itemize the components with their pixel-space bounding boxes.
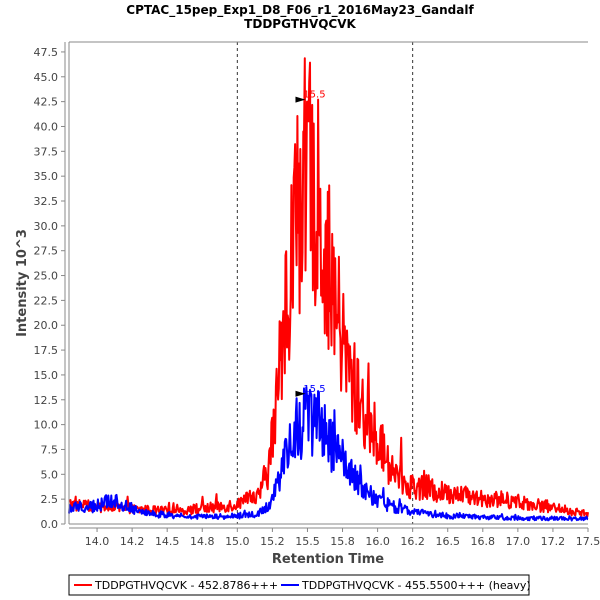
x-tick-label: 16.2	[400, 535, 425, 548]
x-axis-ticks: 14.0 14.2 14.5 14.8 15.0 15.2 15.5 15.8 16.0 16.2…	[85, 528, 600, 548]
x-tick-label: 15.0	[225, 535, 250, 548]
peak-label-1: 15.5	[303, 384, 325, 395]
legend-label-1: TDDPGTHVQCVK - 455.5500+++ (heavy)	[301, 579, 531, 592]
y-tick-label: 12.5	[34, 394, 59, 407]
series-line-0	[68, 57, 589, 518]
y-tick-label: 2.5	[41, 493, 59, 506]
y-tick-label: 5.0	[41, 468, 59, 481]
y-tick-label: 7.5	[41, 443, 59, 456]
peak-marker-0	[295, 96, 306, 103]
x-tick-label: 14.8	[190, 535, 215, 548]
y-tick-label: 25.0	[34, 270, 59, 283]
y-tick-label: 15.0	[34, 369, 59, 382]
series-line-1	[68, 386, 589, 522]
x-tick-label: 14.0	[85, 535, 110, 548]
peak-label-0: 15.5	[303, 90, 325, 101]
y-tick-label: 37.5	[34, 145, 59, 158]
y-axis-ticks: 0.0 2.5 5.0 7.5 10.0 12.5 15.0 17.5 20.0 22.5 25.0…	[34, 46, 65, 531]
chart-title: CPTAC_15pep_Exp1_D8_F06_r1_2016May23_Gan…	[126, 3, 474, 18]
x-axis-label: Retention Time	[272, 552, 384, 567]
x-tick-label: 17.0	[506, 535, 531, 548]
y-tick-label: 32.5	[34, 195, 59, 208]
x-tick-label: 15.5	[295, 535, 320, 548]
y-tick-label: 27.5	[34, 245, 59, 258]
x-tick-label: 14.5	[155, 535, 180, 548]
y-tick-label: 45.0	[34, 71, 59, 84]
y-tick-label: 22.5	[34, 294, 59, 307]
y-tick-label: 35.0	[34, 170, 59, 183]
x-tick-label: 16.0	[365, 535, 390, 548]
series-layer	[68, 57, 589, 522]
peak-marker-1	[295, 390, 306, 397]
x-tick-label: 17.2	[541, 535, 566, 548]
x-tick-label: 16.5	[435, 535, 460, 548]
peak-annotations: 15.5 15.5	[295, 90, 326, 397]
y-tick-label: 30.0	[34, 220, 59, 233]
y-tick-label: 42.5	[34, 96, 59, 109]
y-tick-label: 10.0	[34, 419, 59, 432]
x-tick-label: 16.8	[471, 535, 496, 548]
y-tick-label: 40.0	[34, 120, 59, 133]
legend-label-0: TDDPGTHVQCVK - 452.8786+++	[94, 579, 278, 592]
y-tick-label: 20.0	[34, 319, 59, 332]
x-tick-label: 15.8	[330, 535, 355, 548]
y-axis-label: Intensity 10^3	[15, 229, 30, 337]
x-tick-label: 15.2	[260, 535, 285, 548]
x-tick-label: 17.5	[576, 535, 600, 548]
y-tick-label: 0.0	[41, 518, 59, 531]
y-tick-label: 17.5	[34, 344, 59, 357]
legend: TDDPGTHVQCVK - 452.8786+++ TDDPGTHVQCVK …	[68, 574, 531, 596]
chart-subtitle: TDDPGTHVQCVK	[244, 17, 356, 31]
y-tick-label: 47.5	[34, 46, 59, 59]
integration-boundaries	[236, 42, 414, 524]
x-tick-label: 14.2	[120, 535, 145, 548]
